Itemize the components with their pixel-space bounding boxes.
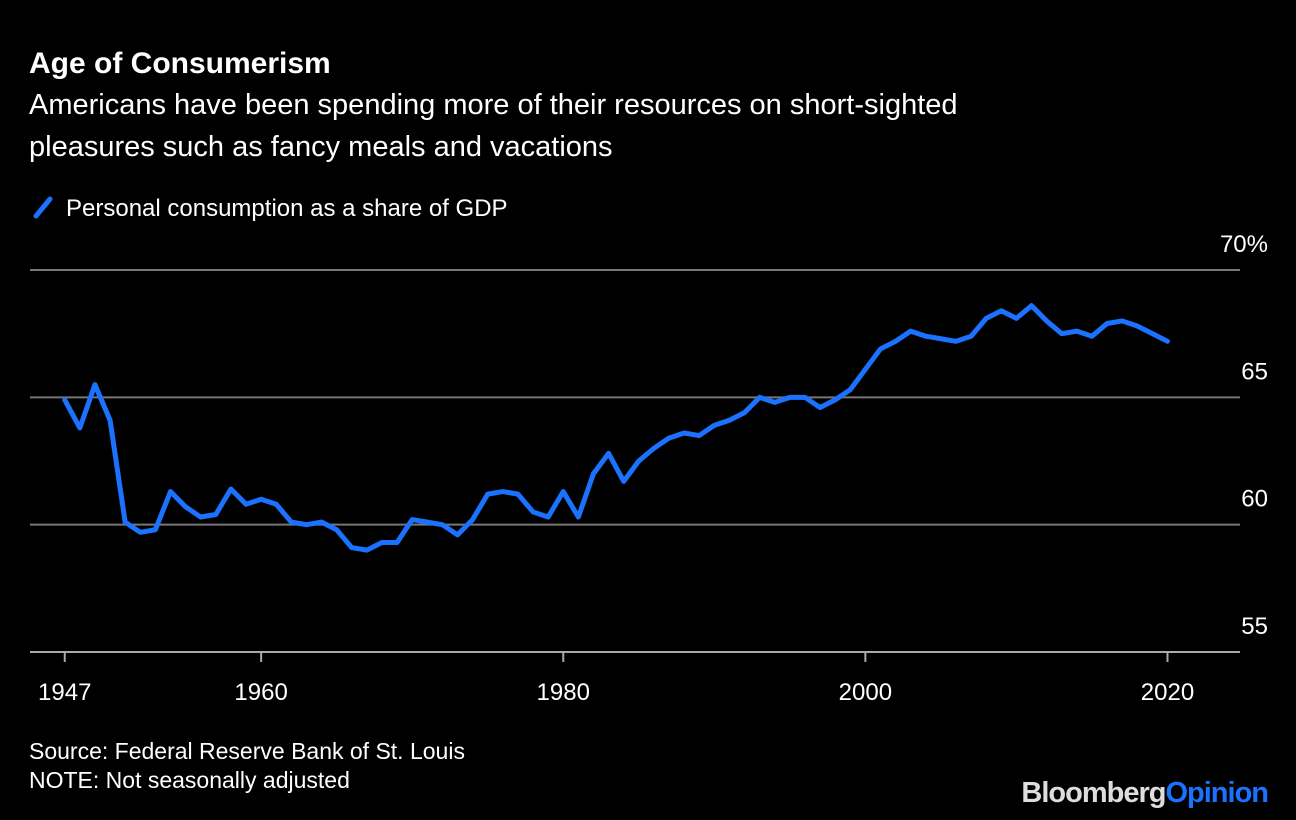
x-tick-label: 2020 (1141, 679, 1194, 706)
y-tick-label: 70% (1220, 231, 1268, 258)
legend-swatch (33, 196, 53, 219)
note: NOTE: Not seasonally adjusted (29, 767, 350, 793)
x-tick-label: 1980 (537, 679, 590, 706)
x-tick-label: 2000 (839, 679, 892, 706)
source: Source: Federal Reserve Bank of St. Loui… (29, 738, 465, 764)
chart-title: Age of Consumerism (29, 47, 331, 80)
logo: BloombergOpinion (1021, 777, 1268, 809)
y-tick-label: 60 (1241, 486, 1268, 513)
y-tick-label: 65 (1241, 358, 1268, 385)
logo-brand: Bloomberg (1021, 777, 1165, 809)
y-tick-label: 55 (1241, 613, 1268, 640)
logo-product: Opinion (1165, 777, 1268, 809)
chart-subtitle: Americans have been spending more of the… (29, 89, 958, 121)
data-line (62, 303, 1170, 553)
x-tick-label: 1947 (38, 679, 91, 706)
legend-label: Personal consumption as a share of GDP (66, 195, 508, 222)
x-tick-label: 1960 (234, 679, 287, 706)
chart-subtitle: pleasures such as fancy meals and vacati… (29, 131, 613, 163)
